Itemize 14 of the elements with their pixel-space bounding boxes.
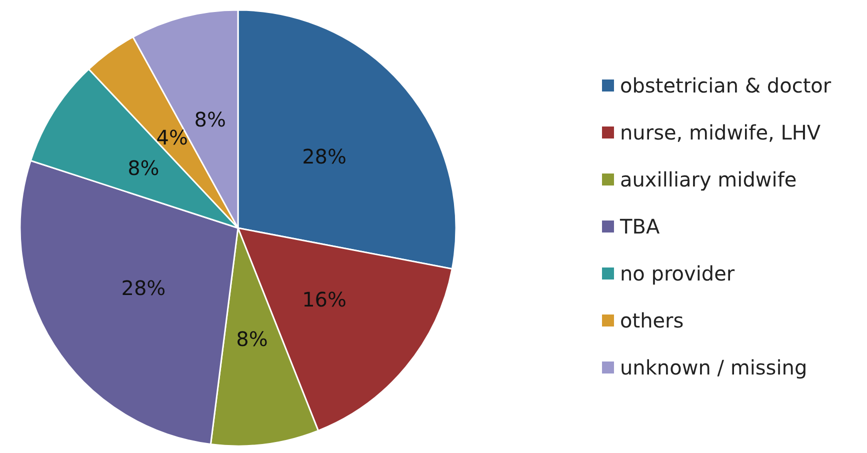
legend-label: unknown / missing <box>620 356 808 380</box>
legend-label: nurse, midwife, LHV <box>620 120 821 144</box>
data-label: 28% <box>302 144 347 169</box>
legend-label: no provider <box>620 262 736 286</box>
data-label: 8% <box>128 156 160 180</box>
legend-label: TBA <box>619 214 660 238</box>
data-label: 4% <box>156 125 188 150</box>
data-label: 28% <box>121 276 166 300</box>
data-label: 16% <box>302 287 347 312</box>
data-label: 8% <box>236 327 268 352</box>
data-label: 8% <box>194 108 226 132</box>
legend-label: others <box>620 308 684 332</box>
legend-label: obstetrician & doctor <box>620 74 832 98</box>
legend-label: auxilliary midwife <box>620 168 797 192</box>
